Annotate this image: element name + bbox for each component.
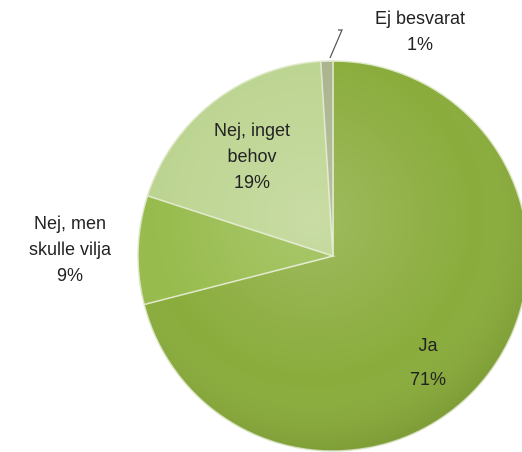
leader-line — [329, 29, 343, 59]
category-label: Nej, inget behov — [213, 120, 291, 166]
category-label: Ja — [418, 335, 438, 355]
slice-label: Nej, men skulle vilja 9% — [10, 210, 130, 288]
value-label: 1% — [406, 34, 433, 54]
value-label: 71% — [409, 369, 447, 389]
pie-shine — [138, 61, 522, 451]
value-label: 19% — [233, 172, 271, 192]
slice-label: Ej besvarat 1% — [355, 5, 485, 57]
category-label: Ej besvarat — [374, 8, 466, 28]
value-label: 9% — [56, 265, 83, 285]
slice-label: Ja 71% — [388, 332, 468, 392]
category-label: Nej, men skulle vilja — [28, 213, 112, 259]
slice-label: Nej, inget behov 19% — [197, 117, 307, 195]
